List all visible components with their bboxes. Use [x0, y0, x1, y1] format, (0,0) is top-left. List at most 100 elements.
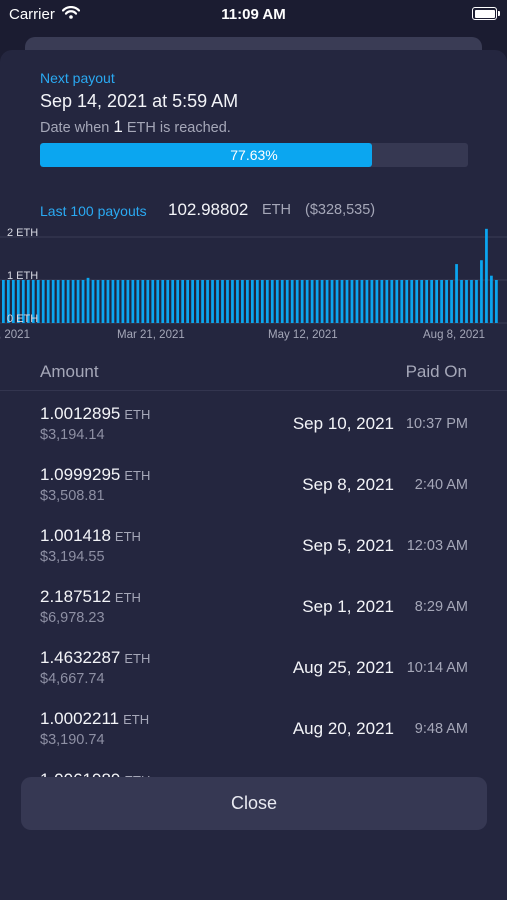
- chart-bar: [21, 280, 25, 323]
- row-eth-unit: ETH: [114, 590, 141, 605]
- chart-bar: [405, 280, 409, 323]
- row-eth-unit: ETH: [114, 529, 141, 544]
- chart-bar: [270, 280, 274, 323]
- table-row: 1.4632287 ETH $4,667.74 Aug 25, 2021 10:14 A…: [0, 635, 507, 696]
- threshold-description: Date when 1 ETH is reached.: [40, 117, 231, 137]
- row-eth-amount: 1.001418 ETH: [40, 526, 141, 546]
- chart-bar: [176, 280, 180, 323]
- chart-bar: [171, 280, 175, 323]
- row-usd-amount: $3,194.14: [40, 427, 105, 443]
- chart-bar: [136, 280, 140, 323]
- chart-y-tick-label: 0 ETH: [7, 313, 38, 325]
- row-eth-unit: ETH: [124, 468, 151, 483]
- chart-bar: [216, 280, 219, 323]
- row-paid-date: Sep 1, 2021: [302, 597, 394, 616]
- chart-bar: [81, 280, 85, 323]
- chart-bar: [275, 280, 279, 323]
- chart-bar: [201, 280, 204, 323]
- chart-bar: [221, 280, 224, 323]
- next-payout-date: Sep 14, 2021 at 5:59 AM: [40, 91, 239, 111]
- chart-bar: [290, 280, 294, 323]
- row-paid-time: 9:48 AM: [414, 721, 468, 737]
- chart-bar: [475, 280, 478, 323]
- chart-bar: [126, 280, 130, 323]
- chart-bar: [226, 280, 229, 323]
- last-payouts-usd: ($328,535): [305, 202, 376, 218]
- chart-bar: [360, 280, 364, 323]
- chart-bar: [260, 280, 264, 323]
- chart-bar: [490, 275, 493, 323]
- next-payout-label: Next payout: [40, 70, 115, 86]
- row-paid-date: Aug 25, 2021: [292, 658, 394, 677]
- threshold-suffix: ETH is reached.: [126, 120, 231, 136]
- chart-bar: [435, 280, 438, 323]
- chart-bar: [335, 280, 339, 323]
- column-header-amount: Amount: [40, 362, 99, 381]
- row-usd-amount: $4,667.74: [40, 671, 105, 687]
- row-eth-unit: ETH: [123, 712, 150, 727]
- chart-bar: [231, 280, 234, 323]
- chart-bar: [66, 280, 70, 323]
- chart-bar: [36, 280, 40, 323]
- chart-bar: [2, 280, 5, 323]
- chart-bar: [116, 280, 120, 323]
- chart-bar: [91, 280, 95, 323]
- chart-bar: [131, 280, 135, 323]
- row-paid-date: Sep 5, 2021: [302, 536, 394, 555]
- chart-bar: [485, 228, 488, 323]
- chart-bar: [370, 280, 374, 323]
- chart-bar: [16, 280, 20, 323]
- payout-sheet: Next payout Sep 14, 2021 at 5:59 AM Date…: [0, 50, 507, 900]
- chart-bar: [470, 280, 473, 323]
- threshold-amount: 1: [113, 117, 123, 136]
- chart-bar: [146, 280, 150, 323]
- chart-bar: [300, 280, 304, 323]
- chart-bar: [61, 280, 65, 323]
- table-row: 1.0002211 ETH $3,190.74 Aug 20, 2021 9:48 AM: [0, 696, 507, 757]
- chart-bar: [71, 280, 75, 323]
- row-eth-value: 1.0002211: [40, 709, 120, 728]
- chart-bar: [101, 280, 105, 323]
- row-eth-amount: 1.4632287 ETH: [40, 648, 150, 668]
- chart-bar: [315, 280, 319, 323]
- chart-bar: [151, 280, 155, 323]
- chart-bar: [166, 280, 170, 323]
- threshold-prefix: Date when: [40, 120, 110, 136]
- chart-bar: [410, 280, 414, 323]
- chart-y-tick-label: 2 ETH: [7, 227, 38, 239]
- payout-list[interactable]: 1.0012895 ETH $3,194.14 Sep 10, 2021 10:37 P…: [0, 391, 507, 818]
- row-paid-time: 2:40 AM: [414, 477, 468, 493]
- chart-bar: [96, 280, 100, 323]
- chart-bar: [385, 280, 389, 323]
- chart-bar: [415, 280, 419, 323]
- chart-bar: [186, 280, 189, 323]
- chart-bar: [390, 280, 394, 323]
- chart-bar: [280, 280, 284, 323]
- row-paid-date: Aug 20, 2021: [292, 719, 394, 738]
- chart-bar: [255, 280, 259, 323]
- chart-x-tick-label: Mar 21, 2021: [117, 329, 185, 341]
- chart-bar: [161, 280, 165, 323]
- chart-bar: [111, 280, 115, 323]
- chart-bar: [425, 280, 429, 323]
- table-row: 1.001418 ETH $3,194.55 Sep 5, 2021 12:03 AM: [0, 513, 507, 574]
- chart-x-tick-label: May 12, 2021: [268, 329, 338, 341]
- row-paid-date: Sep 8, 2021: [302, 475, 394, 494]
- status-clock: 11:09 AM: [221, 6, 286, 23]
- chart-bar: [76, 280, 80, 323]
- row-usd-amount: $3,190.74: [40, 732, 105, 748]
- chart-bar: [460, 280, 463, 323]
- chart-bar: [191, 280, 194, 323]
- chart-bar: [350, 280, 354, 323]
- chart-bar: [380, 280, 384, 323]
- close-button[interactable]: Close: [21, 777, 487, 830]
- chart-bar: [211, 280, 214, 323]
- chart-bar: [495, 280, 498, 323]
- chart-bar: [330, 280, 334, 323]
- last-payouts-label: Last 100 payouts: [40, 203, 147, 219]
- chart-bar: [156, 280, 160, 323]
- table-header: Amount Paid On: [0, 350, 507, 391]
- chart-bar: [285, 280, 289, 323]
- row-eth-amount: 2.187512 ETH: [40, 587, 141, 607]
- wifi-icon: [61, 6, 81, 24]
